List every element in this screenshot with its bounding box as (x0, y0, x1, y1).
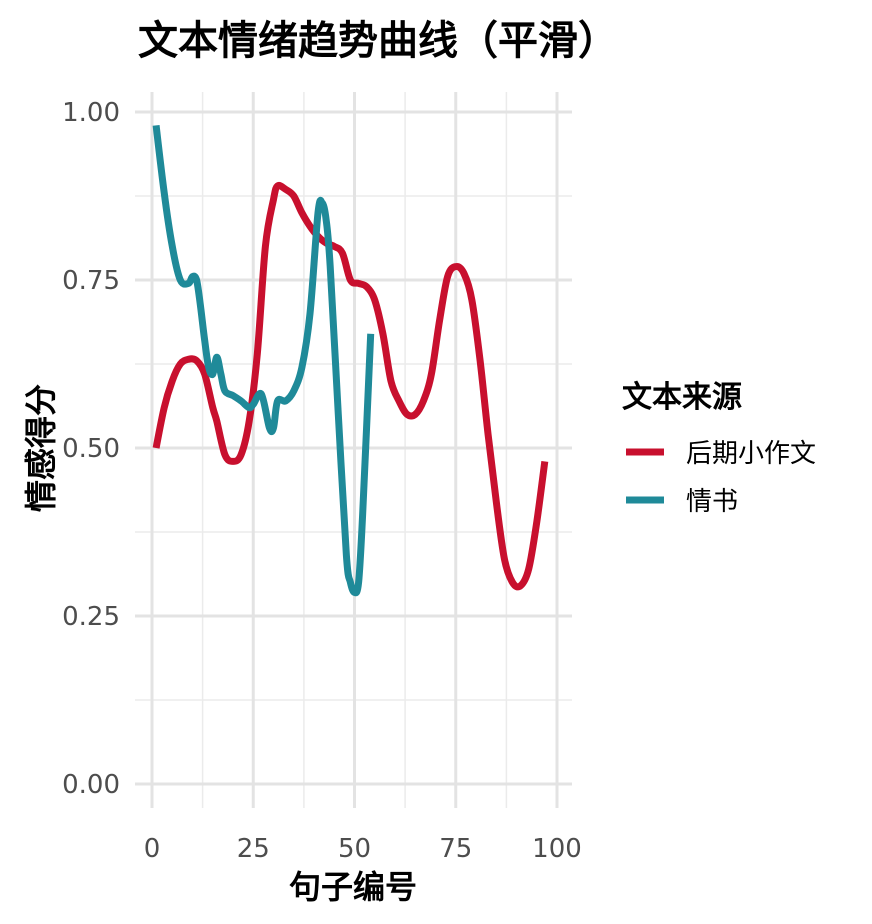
y-axis-ticks: 0.00 0.25 0.50 0.75 1.00 (62, 98, 120, 800)
y-tick-label: 1.00 (62, 98, 120, 128)
y-tick-label: 0.00 (62, 770, 120, 800)
series-line-1 (152, 181, 549, 591)
y-axis-title: 情感得分 (22, 384, 60, 512)
legend-label-2: 情书 (686, 487, 738, 517)
legend-title: 文本来源 (622, 380, 742, 415)
series-line-2 (152, 124, 375, 597)
chart-title: 文本情绪趋势曲线（平滑） (138, 18, 618, 64)
grid (135, 92, 572, 808)
x-axis-ticks: 0 25 50 75 100 (144, 834, 582, 864)
x-tick-label: 0 (144, 834, 161, 864)
y-tick-label: 0.50 (62, 434, 120, 464)
y-tick-label: 0.75 (62, 266, 120, 296)
y-tick-label: 0.25 (62, 602, 120, 632)
legend-label-1: 后期小作文 (686, 439, 816, 469)
x-tick-label: 75 (439, 834, 472, 864)
x-axis-title: 句子编号 (289, 868, 417, 906)
series-lines (152, 124, 549, 597)
x-tick-label: 100 (532, 834, 582, 864)
x-tick-label: 25 (237, 834, 270, 864)
x-tick-label: 50 (338, 834, 371, 864)
